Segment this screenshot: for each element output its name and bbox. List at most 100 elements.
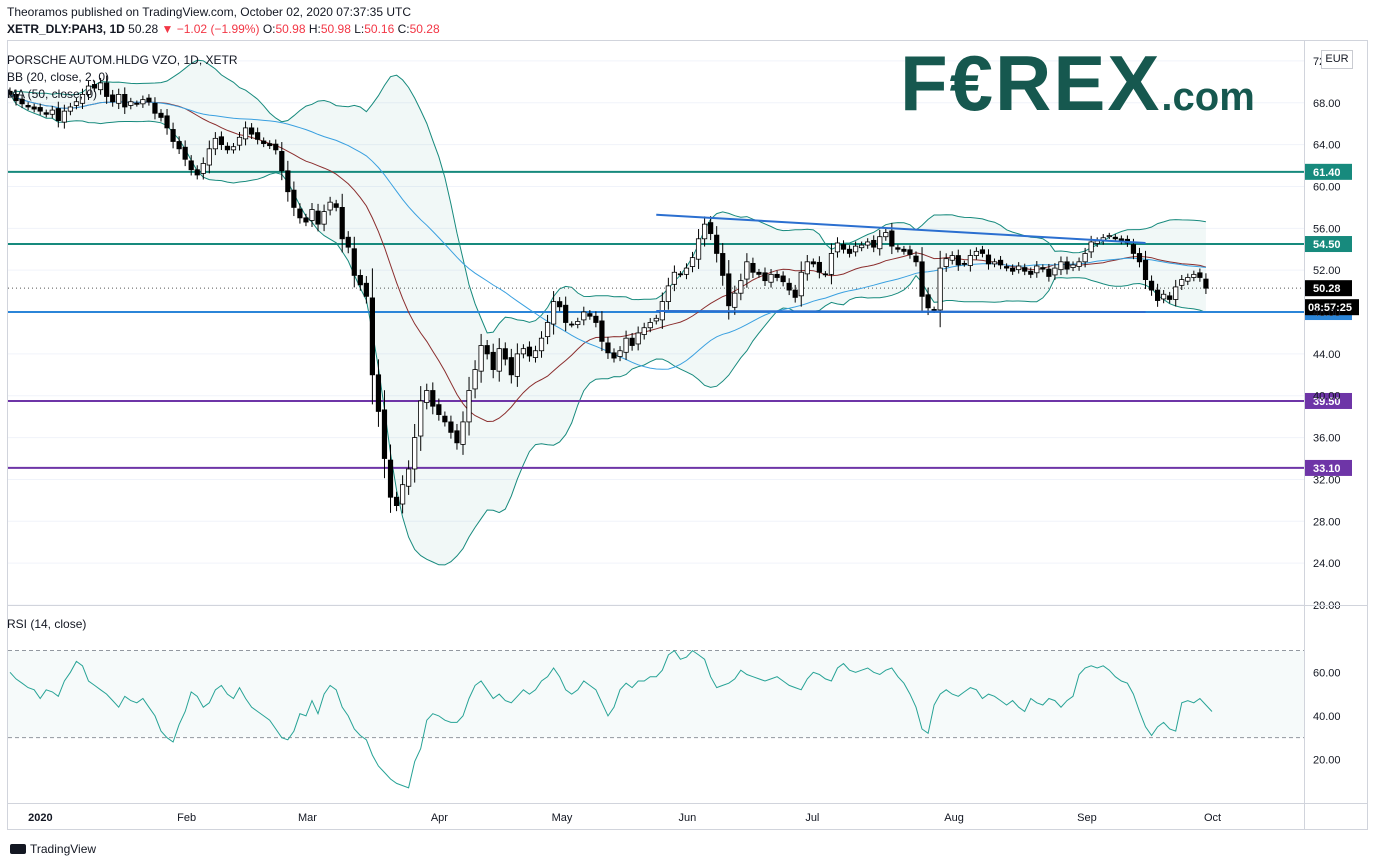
candle-body-152 — [925, 294, 931, 309]
candle-body-139 — [846, 248, 853, 254]
candle-body-164 — [997, 259, 1004, 266]
candle-body-65 — [399, 484, 406, 505]
candle-body-169 — [1028, 270, 1034, 275]
candle-body-119 — [726, 273, 732, 307]
candle-body-189 — [1148, 280, 1155, 291]
publisher-line: Theoramos published on TradingView.com, … — [7, 5, 412, 19]
candle-body-154 — [937, 267, 943, 311]
candle-body-45 — [279, 151, 285, 172]
candle-body-144 — [877, 236, 883, 250]
price-change: ▼ −1.02 (−1.99%) — [161, 22, 260, 36]
candle-body-140 — [853, 245, 859, 253]
candle-body-73 — [448, 421, 454, 433]
rsi-label[interactable]: RSI (14, close) — [7, 617, 87, 631]
candle-body-176 — [1070, 264, 1076, 268]
candle-body-130 — [792, 289, 798, 298]
candle-body-44 — [273, 143, 279, 151]
candlesticks — [7, 75, 1209, 514]
candle-body-174 — [1058, 261, 1064, 271]
level-label-0: 61.40 — [1313, 167, 1341, 179]
candle-body-62 — [381, 409, 388, 459]
symbol-quote-line: XETR_DLY:PAH3, 1D 50.28 ▼ −1.02 (−1.99%)… — [7, 22, 440, 36]
candle-body-39 — [242, 127, 249, 140]
candle-body-1 — [13, 94, 19, 102]
candle-body-59 — [363, 282, 369, 297]
candle-body-13 — [85, 85, 92, 95]
logo-suffix: .com — [1161, 75, 1255, 119]
candle-body-123 — [750, 262, 756, 273]
candle-body-179 — [1088, 241, 1094, 253]
candle-body-99 — [605, 342, 611, 354]
rsi-tick-2: 20.00 — [1313, 754, 1341, 766]
candle-body-106 — [647, 322, 653, 329]
candle-body-26 — [164, 115, 170, 129]
candle-body-28 — [176, 141, 182, 150]
candle-body-124 — [756, 271, 762, 275]
ohlc-close-label: C: — [397, 22, 410, 36]
currency-button[interactable]: EUR — [1321, 50, 1353, 69]
candle-body-101 — [617, 350, 623, 357]
candle-body-16 — [104, 82, 110, 97]
candle-body-30 — [188, 160, 194, 171]
tradingview-footer[interactable]: TradingView — [10, 842, 96, 856]
candle-body-109 — [665, 285, 671, 302]
candle-body-148 — [901, 248, 907, 252]
candle-body-117 — [714, 234, 720, 254]
price-tick-4: 56.00 — [1313, 223, 1341, 235]
candle-body-55 — [339, 207, 345, 240]
ohlc-open: 50.98 — [275, 22, 306, 36]
candle-body-172 — [1046, 268, 1052, 277]
candle-body-173 — [1052, 267, 1058, 276]
candle-body-95 — [581, 311, 587, 321]
candle-body-147 — [895, 247, 901, 250]
countdown-badge — [1305, 299, 1359, 316]
candle-body-53 — [327, 201, 333, 211]
candle-body-81 — [496, 348, 502, 372]
candle-body-118 — [720, 253, 726, 276]
candle-body-125 — [762, 272, 768, 282]
price-tick-8: 40.00 — [1313, 391, 1341, 403]
candle-body-58 — [357, 275, 363, 286]
candle-body-49 — [303, 217, 309, 223]
candle-body-153 — [931, 309, 937, 311]
candle-body-198 — [1203, 278, 1209, 289]
symbol-label[interactable]: XETR_DLY:PAH3, 1D — [7, 22, 125, 36]
candle-body-96 — [587, 313, 593, 317]
indicator-bb-label[interactable]: BB (20, close, 2, 0) — [7, 70, 110, 84]
candle-body-114 — [695, 238, 702, 260]
candle-body-151 — [919, 261, 925, 297]
bb-lower — [9, 94, 1207, 566]
candle-body-135 — [822, 273, 829, 276]
candle-body-83 — [508, 357, 514, 376]
candle-body-36 — [224, 145, 231, 151]
indicator-ma-label[interactable]: MA (50, close, 0) — [7, 87, 98, 101]
rsi-tick-1: 40.00 — [1313, 711, 1341, 723]
bb-upper — [9, 59, 1206, 334]
time-label-2: Mar — [298, 812, 317, 824]
candle-body-159 — [967, 255, 973, 266]
price-tick-3: 60.00 — [1313, 181, 1341, 193]
candle-body-98 — [599, 320, 605, 342]
candle-body-75 — [460, 421, 466, 445]
price-tick-11: 28.00 — [1313, 516, 1341, 528]
candle-body-126 — [768, 273, 774, 283]
candle-body-46 — [285, 170, 291, 193]
candle-body-197 — [1197, 272, 1203, 278]
time-label-8: Sep — [1077, 812, 1097, 824]
candle-body-136 — [828, 253, 835, 275]
candle-body-111 — [677, 273, 684, 276]
candle-body-82 — [502, 348, 508, 360]
candle-body-21 — [134, 102, 140, 105]
candle-body-93 — [569, 323, 575, 326]
candle-body-182 — [1106, 235, 1112, 238]
candle-body-20 — [128, 101, 134, 106]
candle-body-74 — [454, 430, 460, 444]
candle-body-100 — [611, 352, 617, 359]
candle-body-15 — [98, 82, 104, 91]
candle-body-56 — [345, 236, 351, 248]
candle-body-127 — [774, 273, 780, 278]
candle-body-89 — [544, 322, 551, 338]
candle-body-25 — [158, 112, 164, 118]
candle-body-183 — [1112, 236, 1118, 240]
